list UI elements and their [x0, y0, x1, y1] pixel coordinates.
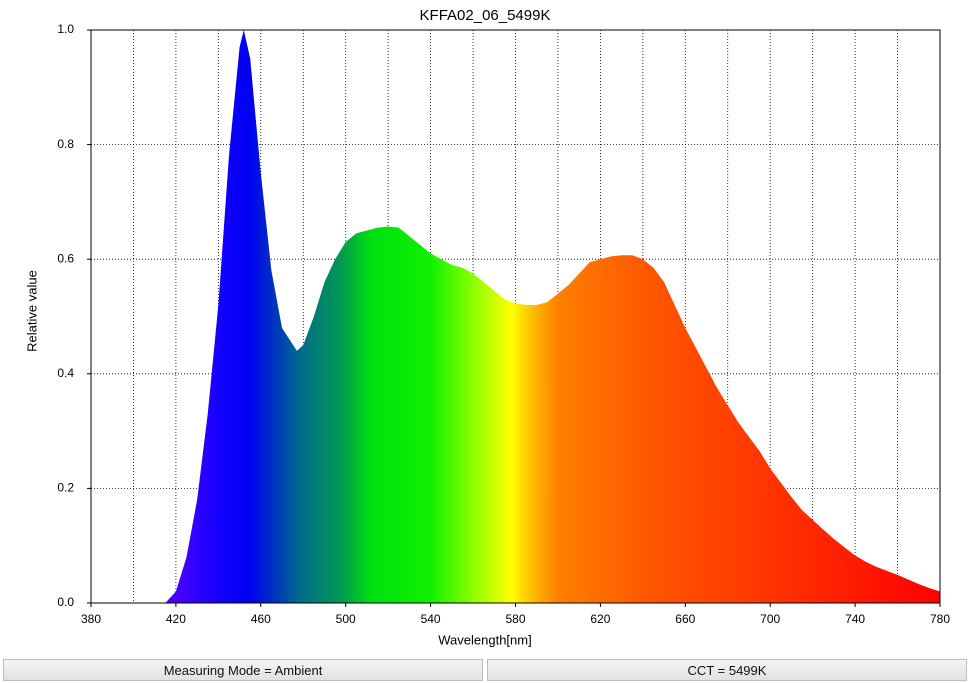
x-tick-label: 660 — [675, 612, 695, 626]
x-tick-label: 780 — [930, 612, 950, 626]
x-tick-label: 460 — [251, 612, 271, 626]
status-measuring-mode: Measuring Mode = Ambient — [3, 659, 483, 681]
y-tick-label: 0.0 — [57, 595, 74, 609]
y-tick-label: 0.8 — [57, 137, 74, 151]
y-axis-label: Relative value — [24, 270, 39, 352]
x-tick-label: 620 — [590, 612, 610, 626]
chart: KFFA02_06_5499K Wavelength[nm] Relative … — [24, 7, 950, 647]
x-tick-label: 700 — [760, 612, 780, 626]
y-tick-label: 0.2 — [57, 481, 74, 495]
x-tick-label: 540 — [421, 612, 441, 626]
x-tick-label: 740 — [845, 612, 865, 626]
x-tick-label: 380 — [81, 612, 101, 626]
x-tick-label: 580 — [505, 612, 525, 626]
y-tick-label: 0.4 — [57, 366, 74, 380]
status-cct: CCT = 5499K — [487, 659, 967, 681]
x-tick-label: 420 — [166, 612, 186, 626]
x-axis-label: Wavelength[nm] — [438, 632, 531, 647]
spectrum-area — [165, 30, 941, 603]
y-tick-label: 0.6 — [57, 251, 74, 265]
y-tick-label: 1.0 — [57, 22, 74, 36]
chart-title: KFFA02_06_5499K — [420, 7, 551, 24]
x-tick-label: 500 — [336, 612, 356, 626]
